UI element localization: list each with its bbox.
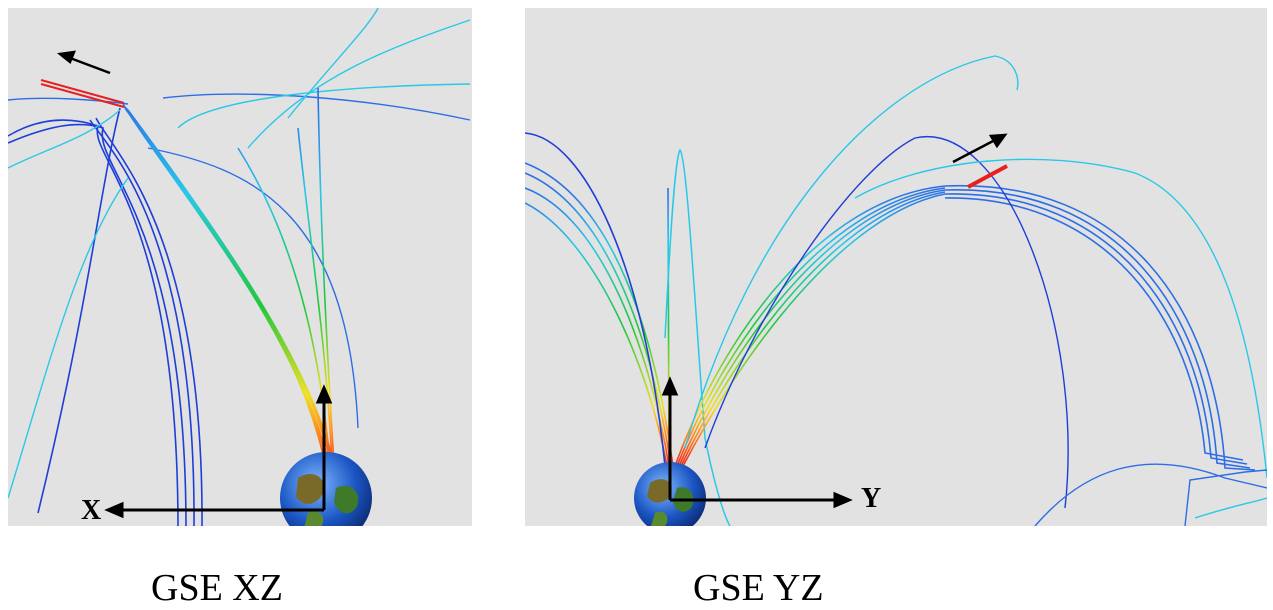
xz-field-line: [162, 93, 471, 121]
yz-right-bundle: [674, 185, 946, 467]
panel-gse-xz: X: [8, 8, 472, 526]
yz-field-line: [664, 148, 731, 526]
yz-field-line: [944, 197, 1244, 461]
xz-field-line: [127, 109, 335, 464]
xz-spacecraft-track: [40, 79, 125, 108]
yz-field-line: [684, 55, 1019, 449]
xz-field-line: [177, 83, 471, 129]
caption-gse-yz: GSE YZ: [693, 567, 824, 609]
yz-field-line: [678, 189, 946, 467]
yz-field-line: [854, 158, 1267, 479]
xz-field-line: [89, 119, 195, 526]
xz-x-axis-arrowhead: [104, 501, 124, 519]
yz-field-line: [704, 135, 1069, 509]
yz-axes: [661, 376, 853, 509]
yz-field-line: [944, 189, 1251, 469]
yz-field-line: [682, 193, 946, 467]
xz-field-line: [247, 19, 471, 149]
xz-z-axis-arrowhead: [315, 384, 333, 404]
xz-axes: [104, 384, 333, 519]
xz-motion-arrow: [56, 50, 111, 75]
xz-field-line: [8, 119, 179, 526]
yz-field-line: [944, 193, 1248, 465]
xz-field-line: [8, 123, 187, 526]
yz-z-axis-arrowhead: [661, 376, 679, 396]
xz-outer-field-lines: [8, 107, 203, 526]
xz-field-line: [8, 177, 129, 499]
xz-converging-bundle: [122, 87, 335, 465]
yz-y-axis-label: Y: [861, 483, 882, 514]
caption-gse-xz: GSE XZ: [151, 567, 283, 609]
panel-gse-yz: Y: [525, 8, 1267, 526]
yz-y-axis-arrowhead: [833, 491, 853, 509]
xz-field-line: [287, 8, 379, 119]
xz-field-line: [8, 109, 121, 169]
xz-field-line: [147, 147, 359, 429]
xz-field-line: [124, 107, 329, 461]
yz-field-line: [525, 162, 674, 467]
earth-globe-icon: [280, 452, 372, 526]
xz-field-line: [297, 127, 333, 464]
yz-field-line: [525, 132, 666, 467]
yz-field-line: [1184, 469, 1267, 526]
yz-field-line: [680, 191, 946, 467]
xz-field-line: [123, 105, 327, 459]
yz-field-line: [525, 187, 670, 467]
yz-field-line: [674, 185, 946, 467]
yz-field-line: [525, 172, 672, 467]
xz-field-lines-plot: [8, 8, 471, 526]
yz-field-line: [1194, 497, 1267, 519]
yz-field-line: [676, 187, 946, 467]
xz-field-line: [8, 97, 129, 105]
yz-field-line: [944, 184, 1256, 471]
xz-upper-arcs: [8, 8, 471, 499]
yz-spacecraft-track: [967, 164, 1008, 189]
xz-x-axis-label: X: [81, 495, 102, 526]
yz-field-line: [525, 202, 668, 467]
yz-field-lines-plot: [525, 55, 1267, 526]
yz-outer-arcs: [684, 55, 1267, 526]
yz-arch-continuation: [944, 184, 1256, 471]
xz-field-line: [95, 117, 203, 526]
yz-left-bundle: [525, 162, 674, 467]
xz-field-line: [317, 87, 335, 465]
xz-field-line: [125, 107, 331, 461]
xz-field-line: [37, 107, 121, 514]
yz-field-line: [1034, 463, 1267, 526]
yz-motion-arrow: [952, 133, 1008, 164]
